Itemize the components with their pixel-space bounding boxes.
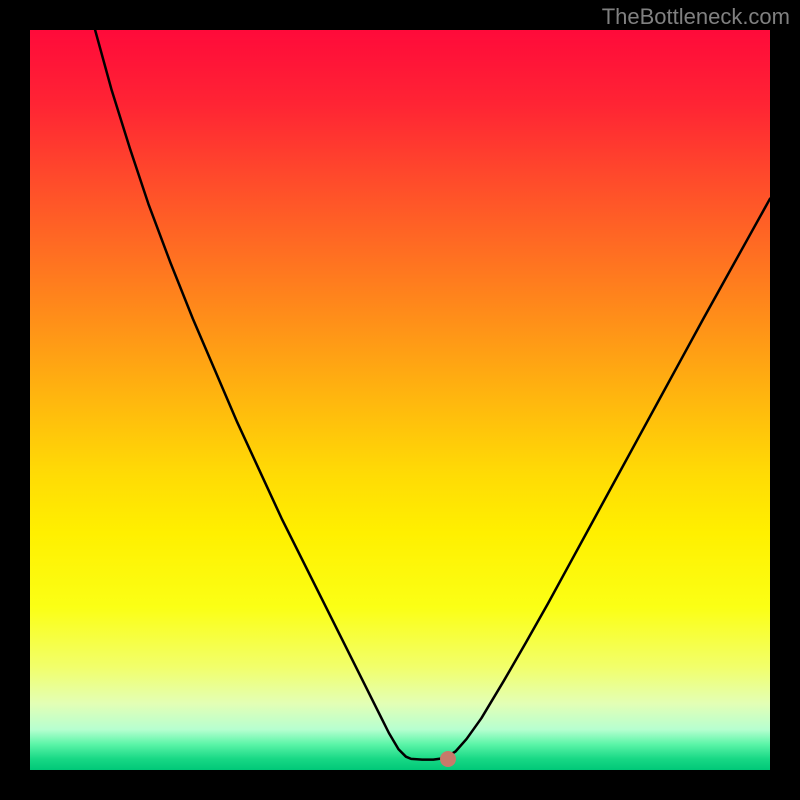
bottleneck-curve: [95, 30, 770, 760]
watermark-text: TheBottleneck.com: [602, 4, 790, 30]
curve-layer: [30, 30, 770, 770]
plot-area: [30, 30, 770, 770]
current-point-marker: [440, 751, 456, 767]
